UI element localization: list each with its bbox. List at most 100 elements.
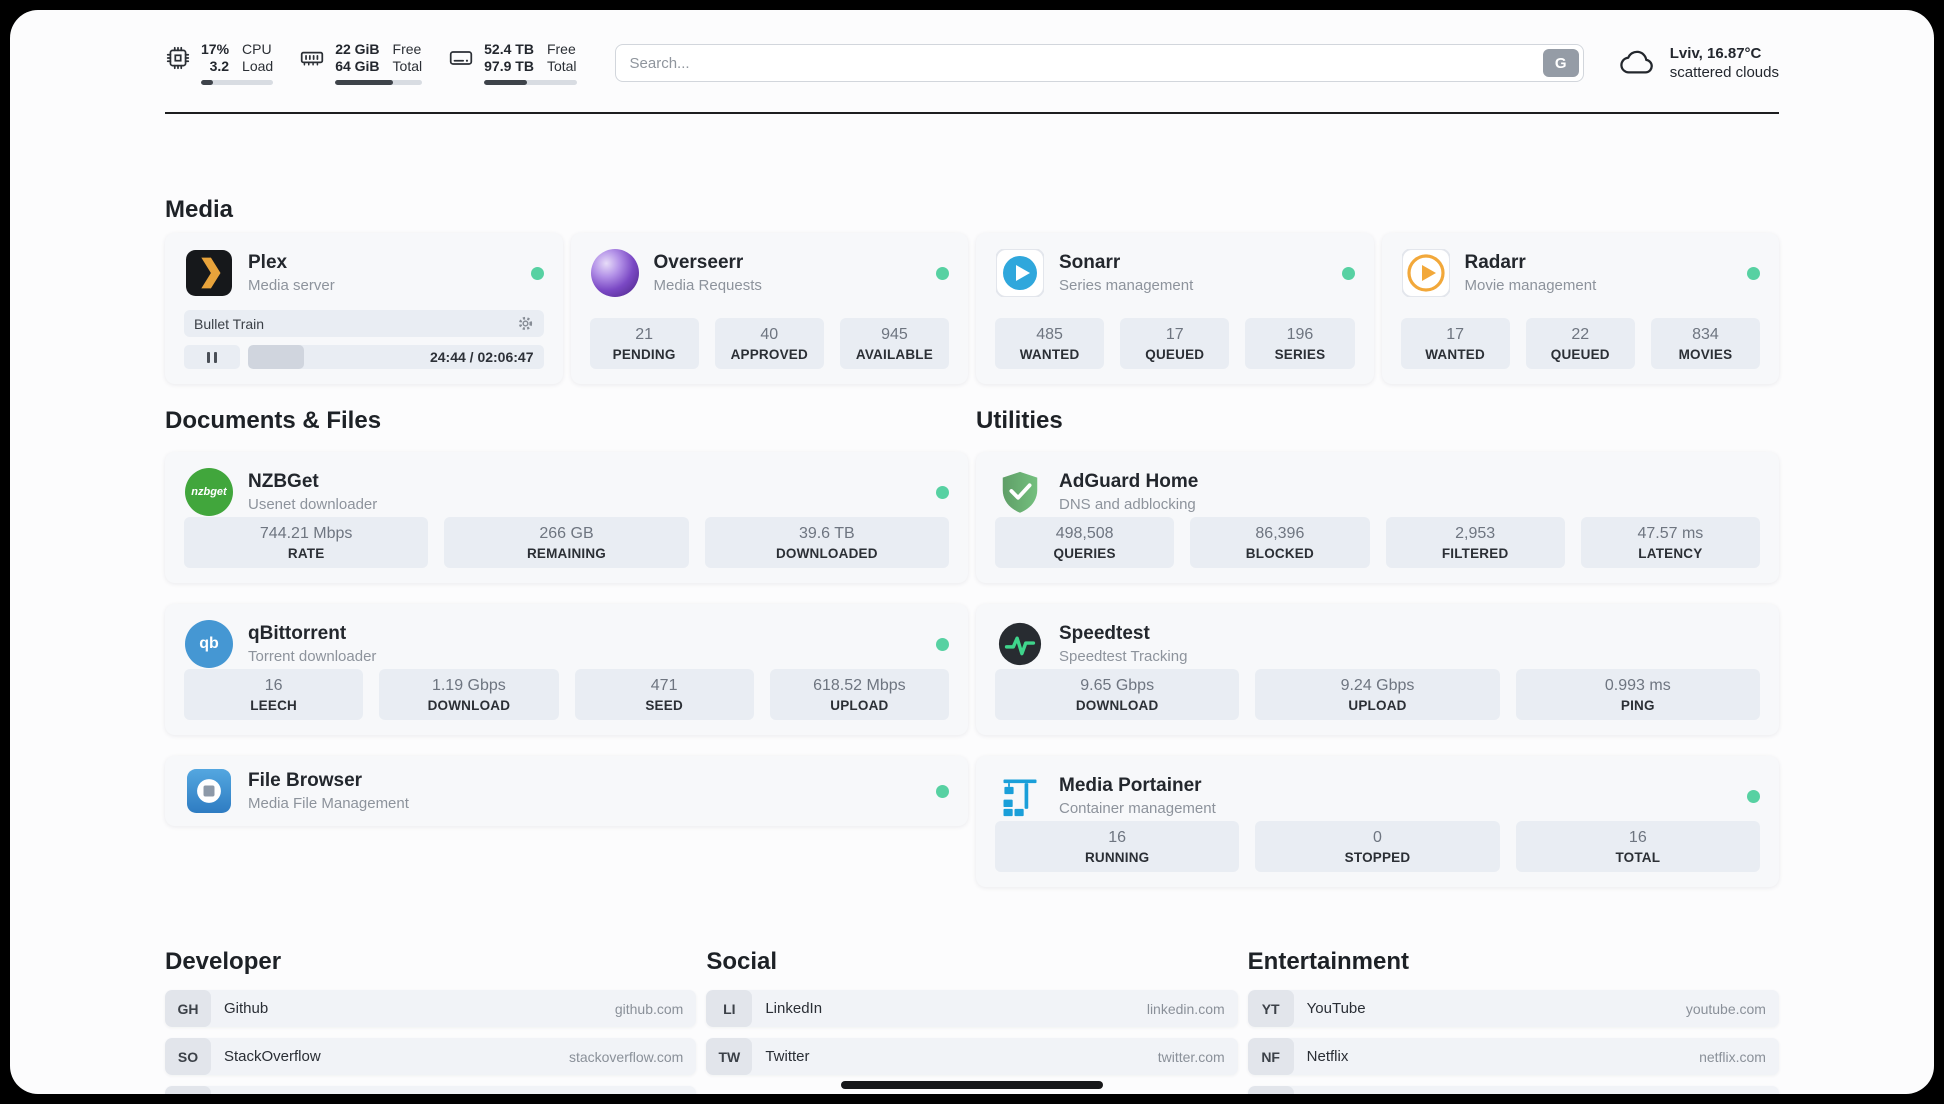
entertainment-section-title: Entertainment (1247, 948, 1410, 975)
bookmark-name: LinkedIn (765, 1000, 823, 1017)
developer-bookmarks: Developer GH Github github.com SO StackO… (165, 947, 697, 1094)
cpu-progress-bar (201, 80, 274, 85)
status-online-dot (936, 784, 949, 798)
media-section: Media Plex Media server (165, 195, 1779, 384)
app-name: Sonarr (1059, 252, 1121, 273)
stat-pending: 21 PENDING (589, 318, 699, 369)
overseerr-card[interactable]: Overseerr Media Requests 21 PENDING 40 A… (570, 233, 968, 384)
app-subtitle: Torrent downloader (248, 648, 377, 665)
stat-series: 196 SERIES (1245, 318, 1355, 369)
topbar-divider (165, 112, 1779, 114)
hard-drive-icon (449, 51, 473, 65)
bookmark-abbr: DT (165, 1086, 211, 1094)
overseerr-icon (590, 248, 640, 298)
app-name: Media Portainer (1059, 775, 1202, 796)
radarr-card[interactable]: Radarr Movie management 17 WANTED 22 QUE… (1381, 233, 1779, 384)
pause-button[interactable] (184, 345, 240, 369)
adguard-card[interactable]: AdGuard Home DNS and adblocking 498,508 … (976, 452, 1779, 583)
status-online-dot (936, 485, 949, 499)
status-online-dot (530, 266, 544, 280)
cpu-widget: 17% 3.2 CPU Load (165, 41, 274, 85)
qbittorrent-card[interactable]: qb qBittorrent Torrent downloader (165, 604, 968, 735)
stat-queries: 498,508 QUERIES (995, 517, 1175, 568)
bookmark-stackoverflow[interactable]: SO StackOverflow stackoverflow.com (165, 1038, 697, 1075)
search-bar: G (614, 44, 1584, 82)
ram-progress-bar (335, 80, 423, 85)
adguard-shield-icon (995, 467, 1045, 517)
stat-leech: 16 LEECH (184, 669, 364, 720)
app-subtitle: Media Requests (653, 277, 762, 294)
app-name: File Browser (248, 770, 363, 791)
bookmark-abbr: SO (165, 1038, 211, 1075)
disk-total-value: 97.9 TB (484, 58, 534, 74)
bookmark-dev[interactable]: DT DEV dev.to (165, 1086, 697, 1094)
nzbget-card[interactable]: nzbget NZBGet Usenet downloader 74 (165, 452, 968, 583)
stat-remaining: 266 GB REMAINING (444, 517, 689, 568)
stat-wanted: 17 WANTED (1400, 318, 1510, 369)
stat-wanted: 485 WANTED (995, 318, 1105, 369)
stat-queued: 22 QUEUED (1525, 318, 1635, 369)
disk-free-value: 52.4 TB (484, 41, 534, 57)
bookmark-reddit[interactable]: RE Reddit reddit.com (1247, 1086, 1779, 1094)
speedtest-icon (995, 619, 1045, 669)
media-section-title: Media (165, 196, 234, 223)
stat-downloaded: 39.6 TB DOWNLOADED (704, 517, 949, 568)
search-engine-button[interactable]: G (1542, 49, 1579, 77)
status-online-dot (1341, 266, 1355, 280)
documents-column: Documents & Files nzbget NZBGet (165, 406, 968, 826)
bookmark-domain: github.com (614, 1000, 684, 1017)
stat-movies: 834 MOVIES (1650, 318, 1761, 369)
bookmark-twitter[interactable]: TW Twitter twitter.com (706, 1038, 1238, 1075)
stat-running: 16 RUNNING (995, 821, 1240, 872)
developer-section-title: Developer (165, 948, 282, 975)
bookmark-youtube[interactable]: YT YouTube youtube.com (1247, 990, 1779, 1027)
stat-available: 945 AVAILABLE (839, 318, 950, 369)
bookmark-netflix[interactable]: NF Netflix netflix.com (1247, 1038, 1779, 1075)
bookmark-name: Twitter (765, 1048, 810, 1065)
bookmark-abbr: LI (706, 990, 753, 1027)
cpu-load-value: 3.2 (209, 58, 230, 74)
bookmark-abbr: GH (165, 990, 211, 1027)
weather-location: Lviv, 16.87°C (1669, 45, 1762, 62)
search-input[interactable] (614, 44, 1584, 82)
bookmark-github[interactable]: GH Github github.com (165, 990, 697, 1027)
ram-label-free: Free (392, 41, 422, 57)
bookmark-domain: netflix.com (1699, 1048, 1766, 1065)
filebrowser-icon (184, 766, 234, 816)
gear-icon[interactable] (517, 315, 534, 332)
weather-widget: Lviv, 16.87°C scattered clouds (1618, 44, 1779, 82)
bookmark-abbr: RE (1247, 1086, 1294, 1094)
app-name: Plex (248, 252, 288, 273)
stat-seed: 471 SEED (574, 669, 754, 720)
playback-progress-bar[interactable]: 24:44 / 02:06:47 (248, 345, 544, 369)
ram-total-value: 64 GiB (335, 58, 380, 74)
bottom-scrollbar-thumb[interactable] (841, 1081, 1103, 1089)
qbittorrent-icon: qb (184, 619, 234, 669)
stat-download: 9.65 Gbps DOWNLOAD (995, 669, 1240, 720)
topbar: 17% 3.2 CPU Load (165, 41, 1779, 85)
plex-card[interactable]: Plex Media server Bullet Train (165, 233, 563, 384)
entertainment-bookmarks: Entertainment YT YouTube youtube.com NF … (1247, 947, 1779, 1094)
memory-widget: 22 GiB 64 GiB Free Total (299, 41, 423, 85)
bookmark-name: Netflix (1306, 1048, 1349, 1065)
speedtest-card[interactable]: Speedtest Speedtest Tracking 9.65 Gbps D… (976, 604, 1779, 735)
filebrowser-card[interactable]: File Browser Media File Management (165, 756, 968, 826)
app-name: Speedtest (1059, 623, 1150, 644)
portainer-card[interactable]: Media Portainer Container management 16 … (976, 756, 1779, 887)
ram-label-total: Total (392, 58, 423, 74)
cpu-label-top: CPU (242, 41, 272, 57)
disk-label-total: Total (546, 58, 577, 74)
bookmark-linkedin[interactable]: LI LinkedIn linkedin.com (706, 990, 1238, 1027)
stat-upload: 9.24 Gbps UPLOAD (1255, 669, 1500, 720)
cpu-label-bottom: Load (242, 58, 274, 74)
app-subtitle: Movie management (1464, 277, 1597, 294)
disk-label-free: Free (546, 41, 576, 57)
stat-stopped: 0 STOPPED (1255, 821, 1500, 872)
utilities-section-title: Utilities (976, 407, 1063, 434)
bookmark-abbr: TW (706, 1038, 753, 1075)
sonarr-card[interactable]: Sonarr Series management 485 WANTED 17 Q… (976, 233, 1374, 384)
app-subtitle: Usenet downloader (248, 496, 378, 513)
social-bookmarks: Social LI LinkedIn linkedin.com TW Twitt… (706, 947, 1238, 1075)
stat-upload: 618.52 Mbps UPLOAD (769, 669, 949, 720)
status-online-dot (1747, 266, 1760, 280)
